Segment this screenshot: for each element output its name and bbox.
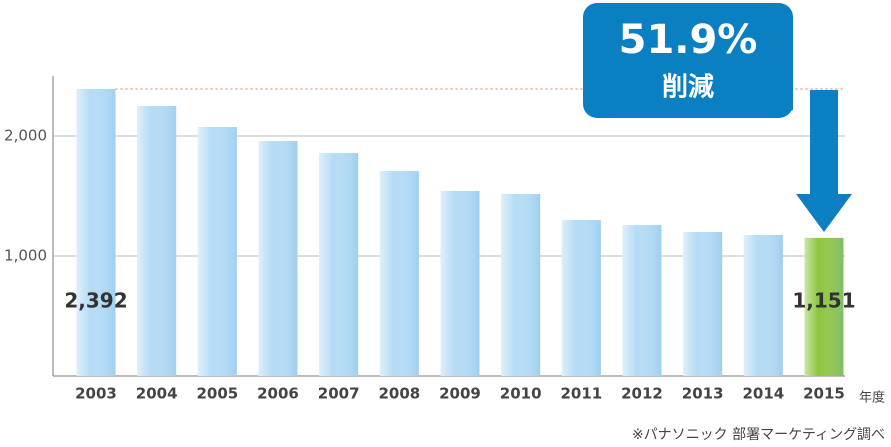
x-unit: 年度 [859,390,885,406]
callout-text: 削減 [662,73,714,103]
bar-shade [76,88,116,377]
x-tick-label: 2008 [378,385,420,403]
bar-shade [561,220,601,376]
value-label: 1,151 [792,289,855,313]
value-label: 2,392 [64,289,127,313]
callout-tail [770,88,793,118]
callout-box [583,3,793,118]
x-tick-label: 2003 [75,385,117,403]
bar-shade [683,232,723,376]
bar-shade [319,153,359,376]
bar-shade [258,141,298,376]
bar-shade [440,190,480,376]
bar-shade [622,225,662,376]
footnote: ※パナソニック 部署マーケティング調べ [632,427,885,443]
bar-shade [379,171,419,376]
x-tick-label: 2015 [803,385,845,403]
bar-shade [501,193,541,376]
x-tick-label: 2012 [621,385,663,403]
x-tick-label: 2011 [560,385,602,403]
x-tick-label: 2005 [196,385,238,403]
x-tick-label: 2014 [742,385,784,403]
callout-value: 51.9% [619,17,758,63]
y-tick-label: 2,000 [4,127,47,145]
x-tick-label: 2010 [500,385,542,403]
bar-shade [137,106,177,376]
x-tick-label: 2006 [257,385,299,403]
y-tick-label: 1,000 [4,247,47,265]
arrow [796,90,852,232]
x-tick-label: 2007 [318,385,360,403]
bar-shade [804,237,844,376]
x-tick-label: 2004 [136,385,178,403]
x-tick-label: 2013 [682,385,724,403]
bar-shade [743,235,783,376]
x-tick-label: 2009 [439,385,481,403]
bar-shade [197,127,237,376]
